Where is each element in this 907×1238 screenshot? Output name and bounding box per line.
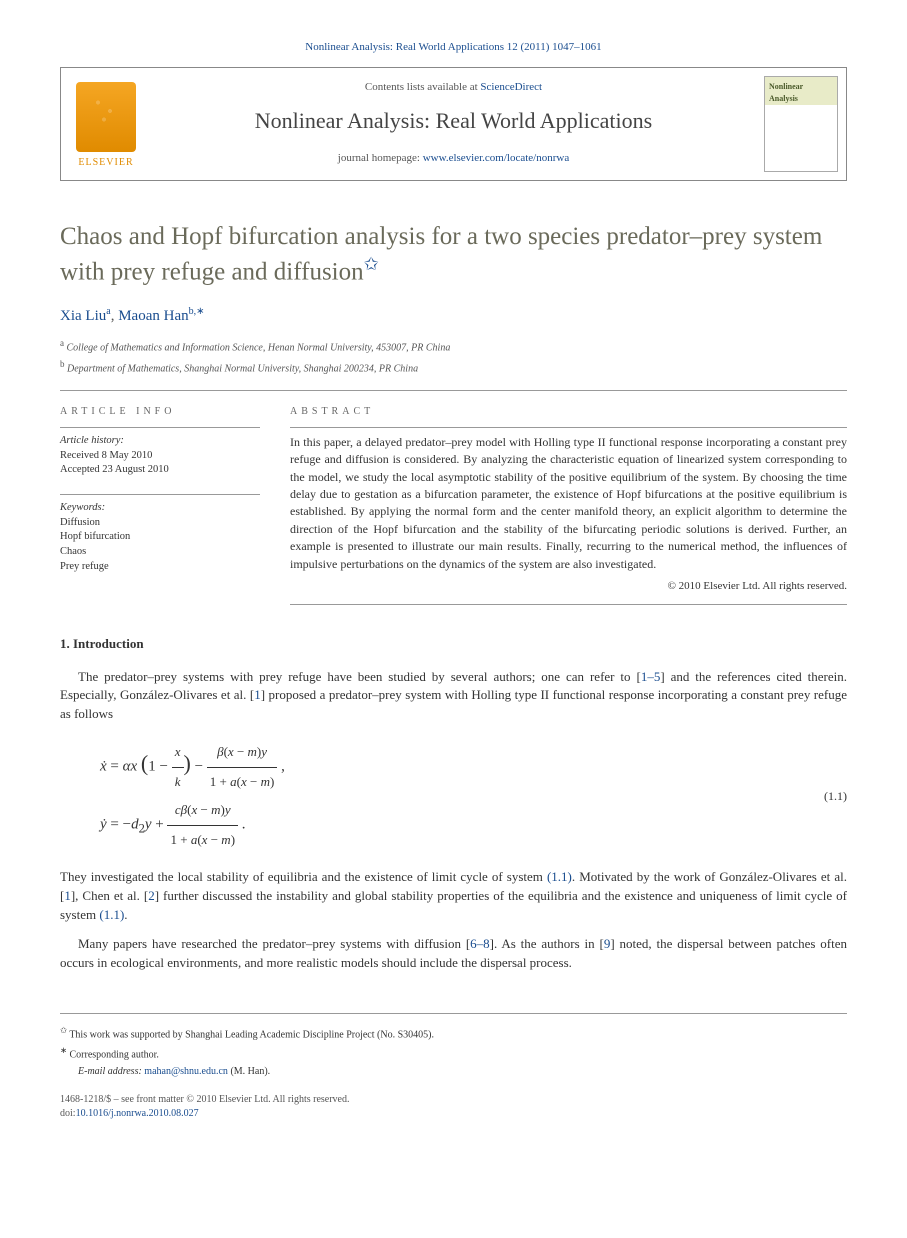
title-footnote-mark[interactable]: ✩	[364, 254, 379, 274]
ref-link-1-5[interactable]: 1–5	[641, 669, 661, 684]
affil-b-text: Department of Mathematics, Shanghai Norm…	[67, 363, 418, 374]
keyword-1: Diffusion	[60, 516, 260, 531]
affil-a-text: College of Mathematics and Information S…	[67, 343, 451, 354]
keywords-block: Keywords: Diffusion Hopf bifurcation Cha…	[60, 501, 260, 574]
footnotes: ✩ This work was supported by Shanghai Le…	[60, 1013, 847, 1080]
equation-number: (1.1)	[787, 788, 847, 805]
author-1-affil-mark[interactable]: a	[106, 306, 110, 317]
journal-header: ELSEVIER Contents lists available at Sci…	[60, 67, 847, 181]
ref-link-6-8[interactable]: 6–8	[470, 936, 490, 951]
eq-ref-1-1b[interactable]: (1.1)	[99, 907, 124, 922]
fn2-text: Corresponding author.	[69, 1049, 158, 1060]
journal-title: Nonlinear Analysis: Real World Applicati…	[161, 106, 746, 137]
cover-title: Nonlinear Analysis	[769, 81, 833, 103]
doi-label: doi:	[60, 1108, 76, 1119]
footnote-email: E-mail address: mahan@shnu.edu.cn (M. Ha…	[60, 1065, 847, 1079]
received-date: Received 8 May 2010	[60, 449, 260, 464]
article-info-label: ARTICLE INFO	[60, 405, 260, 419]
info-divider-2	[60, 494, 260, 495]
fn1-text: This work was supported by Shanghai Lead…	[69, 1029, 434, 1040]
citation-reference: Nonlinear Analysis: Real World Applicati…	[60, 40, 847, 55]
keyword-2: Hopf bifurcation	[60, 530, 260, 545]
abstract-col: ABSTRACT In this paper, a delayed predat…	[290, 405, 847, 606]
cover-thumbnail-col: Nonlinear Analysis	[756, 68, 846, 180]
email-suffix: (M. Han).	[228, 1066, 270, 1077]
keyword-3: Chaos	[60, 545, 260, 560]
abstract-copyright: © 2010 Elsevier Ltd. All rights reserved…	[290, 579, 847, 594]
p3-text-a: Many papers have researched the predator…	[78, 936, 470, 951]
doi-line: doi:10.1016/j.nonrwa.2010.08.027	[60, 1107, 847, 1121]
footnote-corresponding: ∗ Corresponding author.	[60, 1045, 847, 1062]
history-label: Article history:	[60, 434, 260, 449]
accepted-date: Accepted 23 August 2010	[60, 463, 260, 478]
author-2-affil-mark[interactable]: b,∗	[189, 306, 205, 317]
footnote-funding: ✩ This work was supported by Shanghai Le…	[60, 1025, 847, 1042]
equation-content: ẋ = αx (1 − xk) − β(x − m)y1 + a(x − m) …	[100, 738, 787, 854]
contents-prefix: Contents lists available at	[365, 81, 480, 93]
contents-available: Contents lists available at ScienceDirec…	[161, 80, 746, 95]
p1-text-a: The predator–prey systems with prey refu…	[78, 669, 641, 684]
eq-ref-1-1a[interactable]: (1.1)	[547, 869, 572, 884]
header-center: Contents lists available at ScienceDirec…	[151, 68, 756, 180]
email-link[interactable]: mahan@shnu.edu.cn	[144, 1066, 228, 1077]
abstract-label: ABSTRACT	[290, 405, 847, 419]
section-1-heading: 1. Introduction	[60, 635, 847, 653]
affiliation-a: a College of Mathematics and Information…	[60, 337, 847, 355]
keywords-label: Keywords:	[60, 501, 260, 516]
p2-text-d: ] further discussed the instability and …	[60, 888, 847, 922]
journal-homepage: journal homepage: www.elsevier.com/locat…	[161, 151, 746, 166]
keyword-4: Prey refuge	[60, 560, 260, 575]
p2-text-e: .	[124, 907, 127, 922]
p3-text-b: ]. As the authors in [	[490, 936, 604, 951]
abstract-bottom-divider	[290, 604, 847, 605]
author-list: Xia Liua, Maoan Hanb,∗	[60, 305, 847, 327]
homepage-prefix: journal homepage:	[338, 152, 423, 164]
intro-paragraph-3: Many papers have researched the predator…	[60, 935, 847, 973]
affil-a-mark: a	[60, 338, 64, 348]
info-abstract-row: ARTICLE INFO Article history: Received 8…	[60, 405, 847, 606]
abstract-text: In this paper, a delayed predator–prey m…	[290, 434, 847, 573]
info-divider-1	[60, 427, 260, 428]
intro-paragraph-1: The predator–prey systems with prey refu…	[60, 668, 847, 725]
intro-paragraph-2: They investigated the local stability of…	[60, 868, 847, 925]
author-1[interactable]: Xia Liu	[60, 308, 106, 324]
fn1-mark: ✩	[60, 1026, 67, 1035]
publisher-logo-col: ELSEVIER	[61, 68, 151, 180]
fn2-mark: ∗	[60, 1046, 67, 1055]
journal-cover-thumb: Nonlinear Analysis	[764, 76, 838, 172]
equation-1-1: ẋ = αx (1 − xk) − β(x − m)y1 + a(x − m) …	[100, 738, 847, 854]
p2-text-c: ], Chen et al. [	[71, 888, 148, 903]
article-info-col: ARTICLE INFO Article history: Received 8…	[60, 405, 260, 606]
sciencedirect-link[interactable]: ScienceDirect	[480, 81, 542, 93]
affil-b-mark: b	[60, 359, 65, 369]
author-2[interactable]: Maoan Han	[118, 308, 188, 324]
affiliation-b: b Department of Mathematics, Shanghai No…	[60, 358, 847, 376]
publisher-name: ELSEVIER	[78, 156, 133, 170]
title-text: Chaos and Hopf bifurcation analysis for …	[60, 223, 822, 285]
divider	[60, 390, 847, 391]
issn-line: 1468-1218/$ – see front matter © 2010 El…	[60, 1093, 847, 1107]
abstract-divider	[290, 427, 847, 428]
elsevier-tree-icon	[76, 82, 136, 152]
citation-link[interactable]: Nonlinear Analysis: Real World Applicati…	[305, 41, 601, 53]
article-title: Chaos and Hopf bifurcation analysis for …	[60, 221, 847, 287]
article-history: Article history: Received 8 May 2010 Acc…	[60, 434, 260, 478]
p2-text-a: They investigated the local stability of…	[60, 869, 547, 884]
bottom-matter: 1468-1218/$ – see front matter © 2010 El…	[60, 1093, 847, 1121]
homepage-link[interactable]: www.elsevier.com/locate/nonrwa	[423, 152, 570, 164]
email-label: E-mail address:	[78, 1066, 144, 1077]
doi-link[interactable]: 10.1016/j.nonrwa.2010.08.027	[76, 1108, 199, 1119]
